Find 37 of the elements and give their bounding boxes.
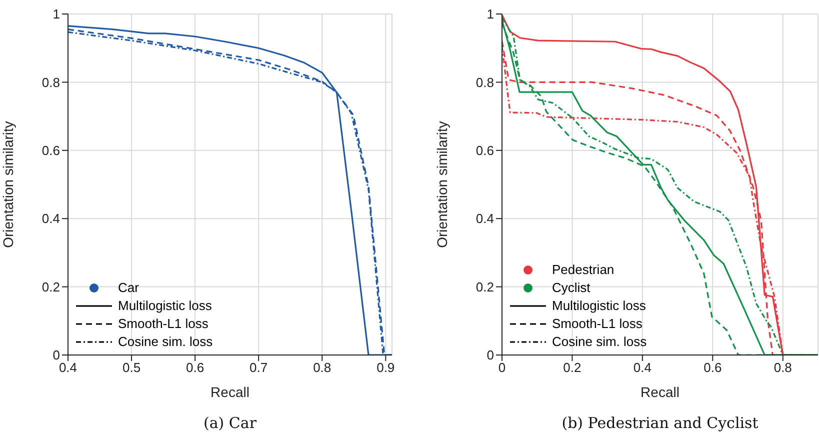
y-tick-label: 0.6 (476, 143, 494, 158)
y-tick-label: 0.4 (42, 211, 60, 226)
x-tick-label: 0.9 (376, 360, 395, 376)
legend-label: Cosine sim. loss (118, 333, 213, 351)
y-tick-label: 0.6 (42, 143, 60, 158)
x-tick-label: 0 (498, 360, 506, 376)
y-tick-label: 1 (52, 6, 60, 22)
text: (b) Pedestrian and Cyclist (560, 414, 760, 432)
legend-label: Cosine sim. loss (552, 333, 647, 351)
x-tick-label: 0.6 (704, 360, 722, 376)
legend-label: Multilogistic loss (552, 297, 646, 315)
x-tick-label: 0.2 (563, 360, 582, 376)
y-axis-title: Orientation similarity (0, 121, 16, 248)
y-tick-label: 0 (486, 348, 494, 363)
y-tick-label: 0.8 (476, 74, 494, 90)
y-tick-label: 0.4 (476, 211, 494, 226)
y-axis-title: Orientation similarity (434, 121, 450, 248)
legend-label: Multilogistic loss (118, 297, 212, 315)
x-tick-label: 0.4 (633, 360, 652, 376)
y-tick-label: 0.2 (42, 279, 60, 294)
x-axis-title: Recall (640, 384, 680, 400)
text: (a) Car (202, 414, 258, 432)
legend-label: Car (118, 279, 139, 297)
legend-label: Pedestrian (552, 261, 614, 279)
x-tick-label: 0.5 (122, 360, 141, 376)
x-axis-title: Recall (210, 384, 250, 400)
x-tick-label: 0.6 (186, 360, 204, 376)
y-tick-label: 0 (52, 348, 60, 363)
x-tick-label: 0.8 (313, 360, 332, 376)
legend-label: Smooth-L1 loss (118, 315, 208, 333)
legend-label: Cyclist (552, 279, 590, 297)
y-tick-label: 0.2 (476, 279, 494, 294)
x-tick-label: 0.8 (774, 360, 792, 376)
x-tick-label: 0.7 (250, 360, 268, 376)
y-tick-label: 1 (486, 6, 494, 22)
legend-label: Smooth-L1 loss (552, 315, 642, 333)
y-tick-label: 0.8 (42, 74, 60, 90)
